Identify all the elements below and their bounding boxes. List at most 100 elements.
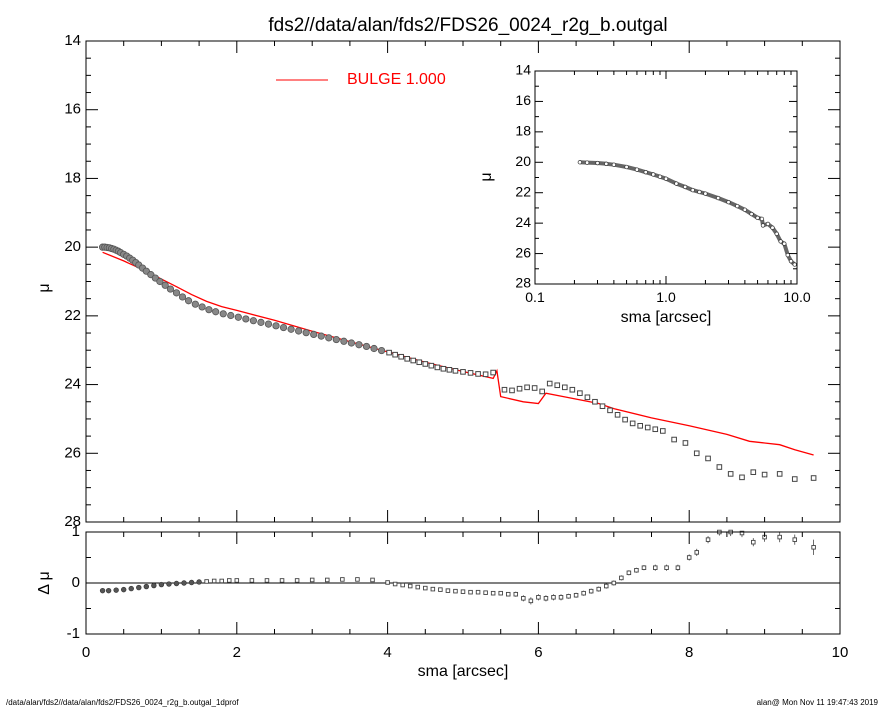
x-tick-label: 2 <box>233 644 241 661</box>
footer-file-path: /data/alan/fds2//data/alan/fds2/FDS26_00… <box>6 698 239 707</box>
inset-y-tick-label: 20 <box>515 153 531 169</box>
inset-data-point <box>643 170 648 175</box>
data-point <box>599 403 606 410</box>
data-point <box>234 313 242 321</box>
data-point <box>440 365 447 372</box>
data-point <box>161 281 169 289</box>
data-point <box>279 323 288 332</box>
data-point <box>791 476 798 482</box>
residual-point <box>430 586 436 592</box>
inset-data-point <box>674 181 679 186</box>
data-point <box>727 471 734 477</box>
main-y-axis-label: μ <box>36 283 53 292</box>
data-point <box>310 330 318 339</box>
data-point <box>191 300 199 308</box>
residual-point <box>792 537 798 542</box>
residual-point <box>619 575 624 581</box>
main-y-tick-label: 24 <box>64 376 81 393</box>
data-point <box>172 289 181 297</box>
residual-point <box>694 550 699 555</box>
data-point <box>347 339 356 347</box>
data-point <box>776 471 783 477</box>
residual-point <box>158 581 165 588</box>
residual-point <box>521 596 526 601</box>
main-y-tick-label: 20 <box>64 238 81 255</box>
data-point <box>660 428 666 434</box>
main-y-tick-label: 16 <box>64 101 81 118</box>
data-point <box>637 423 643 429</box>
inset-y-axis-label: μ <box>478 172 495 181</box>
residual-point <box>120 586 127 593</box>
data-point <box>386 349 392 356</box>
residual-point <box>705 537 711 542</box>
residual-point <box>407 583 413 589</box>
data-point <box>295 327 303 335</box>
residual-point <box>543 596 549 601</box>
residual-point <box>811 545 816 550</box>
data-point <box>629 420 636 427</box>
inset-data-point <box>735 203 740 209</box>
data-point <box>317 332 325 340</box>
data-point <box>460 369 466 375</box>
inset-y-tick-label: 16 <box>515 92 531 108</box>
residual-point <box>249 578 255 583</box>
inset-data-point <box>697 189 702 195</box>
residual-point <box>626 570 632 576</box>
inset-data-point <box>611 162 617 167</box>
data-point <box>362 342 371 351</box>
data-point <box>156 277 164 286</box>
data-point <box>422 361 429 367</box>
residual-point <box>505 591 511 597</box>
main-profile-panel: 14 16 18 20 22 24 26 28 μ BULGE 1.000 <box>36 32 841 530</box>
data-point <box>416 359 423 366</box>
x-tick-label: 4 <box>383 644 391 661</box>
data-point <box>184 297 193 305</box>
residual-point <box>558 595 564 600</box>
residual-point <box>596 586 601 592</box>
inset-data-point <box>760 223 766 228</box>
data-point <box>644 424 651 431</box>
data-point <box>302 329 310 337</box>
data-point <box>561 384 568 391</box>
residual-point <box>340 577 345 582</box>
residual-point <box>445 588 451 593</box>
residual-point <box>751 539 756 545</box>
residual-y-tick-label: 1 <box>72 523 80 540</box>
residual-point <box>453 588 458 594</box>
data-point <box>705 455 711 462</box>
inset-log-profile-panel: 14 16 18 20 22 24 26 280.1 1.0 10.0 μ sma [arcsec… <box>478 62 811 326</box>
inset-data-point <box>584 160 590 165</box>
residual-point <box>385 580 390 585</box>
data-point <box>398 353 404 360</box>
data-point <box>569 386 576 393</box>
inset-data-point <box>657 174 663 179</box>
data-point <box>428 362 435 369</box>
inset-data-point <box>604 161 609 166</box>
data-point <box>475 371 481 377</box>
residual-point <box>581 590 586 596</box>
inset-data-point <box>749 211 754 217</box>
data-point <box>482 371 489 378</box>
residual-point <box>423 585 428 591</box>
inset-data-point <box>663 176 669 181</box>
residual-point <box>151 582 157 589</box>
data-point <box>257 318 265 326</box>
residual-point <box>528 598 534 604</box>
residual-point <box>566 594 571 599</box>
inset-data-point <box>792 262 797 267</box>
residual-point <box>400 582 405 588</box>
data-point <box>614 412 621 418</box>
data-point <box>584 394 591 401</box>
residual-point <box>739 530 745 536</box>
data-point <box>227 311 235 320</box>
residual-point <box>181 580 187 586</box>
residual-point <box>588 588 594 594</box>
residual-point <box>604 583 609 589</box>
residual-point <box>309 577 315 583</box>
residual-point <box>392 581 398 587</box>
inset-data-point <box>651 172 656 177</box>
figure-title: fds2//data/alan/fds2/FDS26_0024_r2g_b.ou… <box>268 15 667 36</box>
residual-point <box>641 565 647 570</box>
x-tick-label: 10 <box>832 644 849 661</box>
inset-data-point <box>577 160 583 165</box>
